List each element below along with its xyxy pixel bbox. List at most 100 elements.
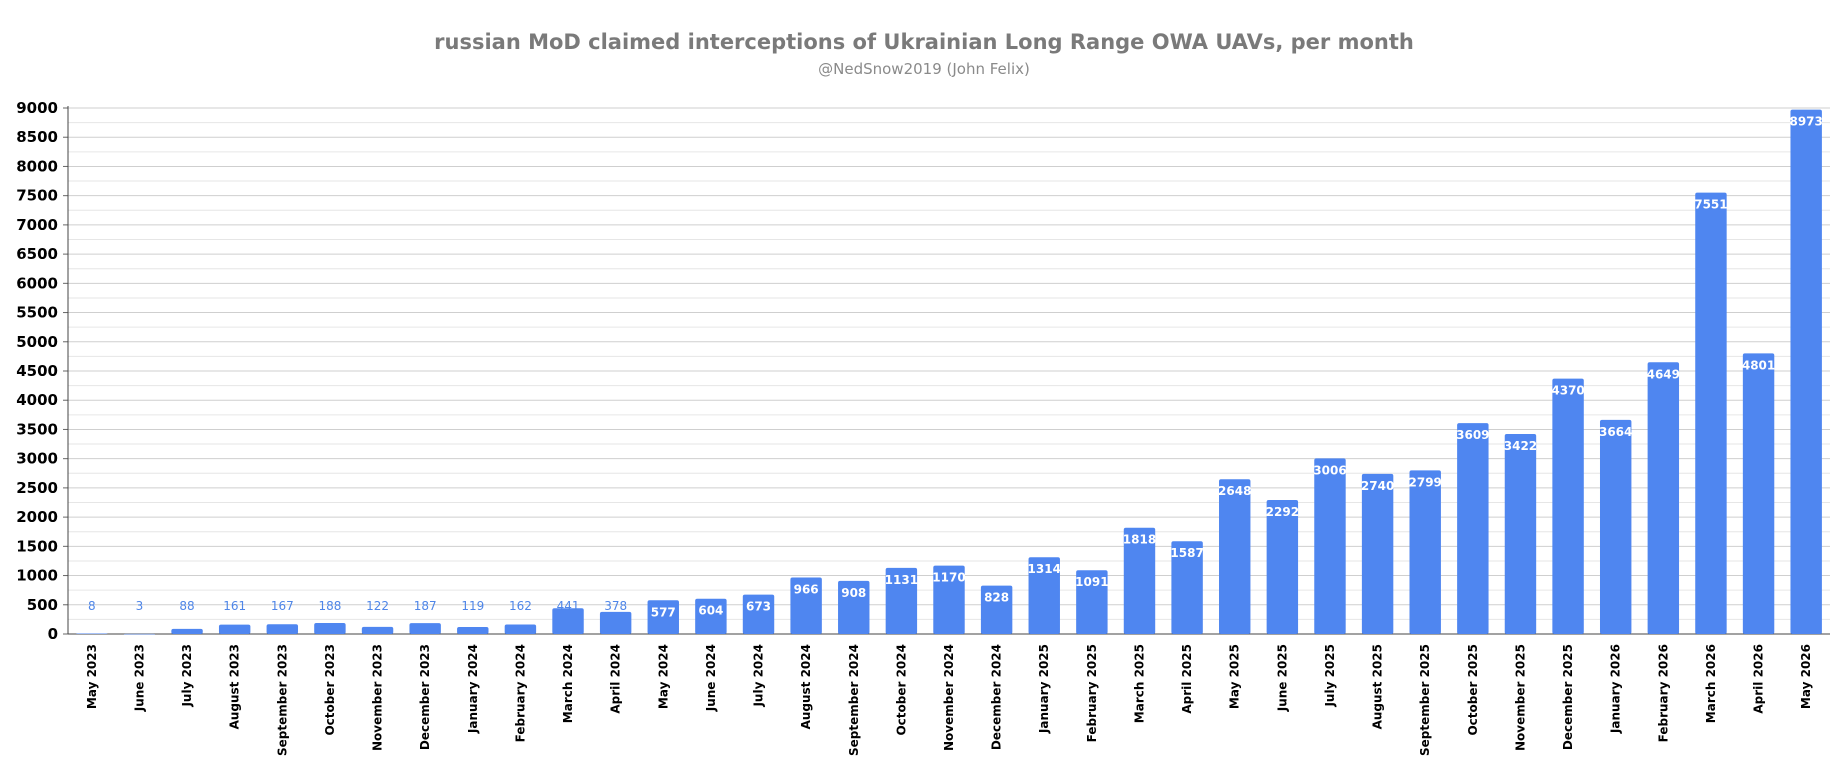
data-label: 8 bbox=[88, 599, 96, 613]
bar bbox=[314, 623, 346, 634]
y-tick-label: 5500 bbox=[16, 304, 58, 322]
x-tick-label: July 2025 bbox=[1323, 644, 1337, 708]
bar bbox=[1219, 479, 1251, 634]
x-tick-label: February 2025 bbox=[1085, 644, 1099, 742]
x-tick-label: October 2024 bbox=[894, 644, 908, 736]
bar bbox=[695, 598, 727, 634]
bar bbox=[1647, 362, 1680, 634]
y-tick-label: 7000 bbox=[16, 216, 58, 234]
x-tick-label: November 2023 bbox=[371, 644, 385, 751]
x-tick-label: May 2024 bbox=[656, 644, 670, 709]
x-tick-label: December 2025 bbox=[1561, 644, 1575, 750]
bar bbox=[742, 594, 775, 634]
data-label: 828 bbox=[984, 591, 1009, 605]
bar bbox=[885, 567, 918, 634]
bar bbox=[409, 623, 441, 634]
data-label: 4801 bbox=[1742, 358, 1775, 372]
x-tick-label: May 2023 bbox=[85, 644, 99, 709]
data-label: 161 bbox=[223, 599, 246, 613]
data-label: 7551 bbox=[1694, 198, 1727, 212]
data-label: 2292 bbox=[1266, 505, 1299, 519]
bar bbox=[933, 565, 965, 634]
bar bbox=[1742, 353, 1775, 634]
bar bbox=[1123, 527, 1156, 634]
y-tick-label: 8500 bbox=[16, 128, 58, 146]
data-label: 88 bbox=[179, 599, 194, 613]
y-tick-label: 2500 bbox=[16, 479, 58, 497]
x-tick-label: January 2024 bbox=[466, 644, 480, 734]
x-tick-label: April 2025 bbox=[1180, 644, 1194, 714]
data-label: 188 bbox=[318, 599, 341, 613]
data-label: 966 bbox=[794, 583, 819, 597]
x-tick-label: May 2026 bbox=[1799, 644, 1813, 709]
data-label: 3609 bbox=[1456, 428, 1489, 442]
x-tick-label: June 2024 bbox=[704, 644, 718, 712]
y-tick-label: 4500 bbox=[16, 362, 58, 380]
x-tick-label: December 2024 bbox=[990, 644, 1004, 750]
bar bbox=[1457, 423, 1489, 634]
bar bbox=[1171, 541, 1203, 634]
y-tick-label: 6000 bbox=[16, 274, 58, 292]
x-tick-label: June 2023 bbox=[132, 644, 146, 712]
data-label: 122 bbox=[366, 599, 389, 613]
data-label: 162 bbox=[509, 599, 532, 613]
bar bbox=[599, 611, 632, 634]
data-label: 1131 bbox=[885, 573, 918, 587]
x-tick-label: July 2023 bbox=[180, 644, 194, 708]
bar bbox=[1409, 470, 1441, 634]
bar bbox=[1314, 458, 1346, 634]
x-tick-label: July 2024 bbox=[752, 644, 766, 708]
data-label: 3 bbox=[136, 599, 144, 613]
x-tick-label: September 2025 bbox=[1418, 644, 1432, 756]
bar bbox=[1552, 378, 1584, 634]
data-label: 1818 bbox=[1123, 533, 1156, 547]
x-tick-label: November 2025 bbox=[1513, 644, 1527, 751]
x-tick-label: August 2025 bbox=[1371, 644, 1385, 729]
y-tick-label: 3500 bbox=[16, 420, 58, 438]
data-label: 908 bbox=[841, 586, 866, 600]
x-tick-label: August 2024 bbox=[799, 644, 813, 729]
chart-title: russian MoD claimed interceptions of Ukr… bbox=[434, 30, 1414, 54]
data-label: 378 bbox=[604, 599, 627, 613]
bar bbox=[790, 577, 822, 634]
bar bbox=[218, 624, 251, 634]
data-label: 167 bbox=[271, 599, 294, 613]
bar bbox=[266, 624, 299, 634]
data-label: 187 bbox=[414, 599, 437, 613]
data-label: 1587 bbox=[1170, 546, 1203, 560]
x-tick-label: October 2025 bbox=[1466, 644, 1480, 736]
bar bbox=[980, 585, 1013, 634]
data-label: 119 bbox=[461, 599, 484, 613]
x-tick-label: February 2024 bbox=[513, 644, 527, 742]
x-tick-label: May 2025 bbox=[1228, 644, 1242, 709]
x-tick-label: March 2024 bbox=[561, 644, 575, 723]
data-label: 1091 bbox=[1075, 575, 1108, 589]
y-tick-label: 5000 bbox=[16, 333, 58, 351]
y-tick-label: 4000 bbox=[16, 391, 58, 409]
data-label: 673 bbox=[746, 600, 771, 614]
x-tick-label: June 2025 bbox=[1275, 644, 1289, 712]
data-label: 3006 bbox=[1313, 463, 1346, 477]
data-label: 1170 bbox=[932, 571, 965, 585]
y-tick-label: 2000 bbox=[16, 508, 58, 526]
bar bbox=[1266, 500, 1299, 634]
bar bbox=[76, 633, 108, 635]
data-label: 1314 bbox=[1028, 562, 1061, 576]
bar bbox=[1361, 473, 1394, 634]
data-label: 577 bbox=[651, 605, 676, 619]
y-tick-label: 8000 bbox=[16, 157, 58, 175]
data-label: 4370 bbox=[1551, 384, 1584, 398]
y-tick-label: 6500 bbox=[16, 245, 58, 263]
bar bbox=[457, 627, 489, 634]
chart-subtitle: @NedSnow2019 (John Felix) bbox=[818, 60, 1030, 78]
x-tick-label: December 2023 bbox=[418, 644, 432, 750]
bar bbox=[647, 600, 679, 634]
data-label: 2799 bbox=[1409, 475, 1442, 489]
x-tick-label: January 2025 bbox=[1037, 644, 1051, 734]
data-label: 2740 bbox=[1361, 479, 1394, 493]
x-tick-label: April 2026 bbox=[1752, 644, 1766, 714]
data-label: 604 bbox=[698, 604, 723, 618]
y-tick-label: 3000 bbox=[16, 450, 58, 468]
data-label: 441 bbox=[557, 599, 580, 613]
